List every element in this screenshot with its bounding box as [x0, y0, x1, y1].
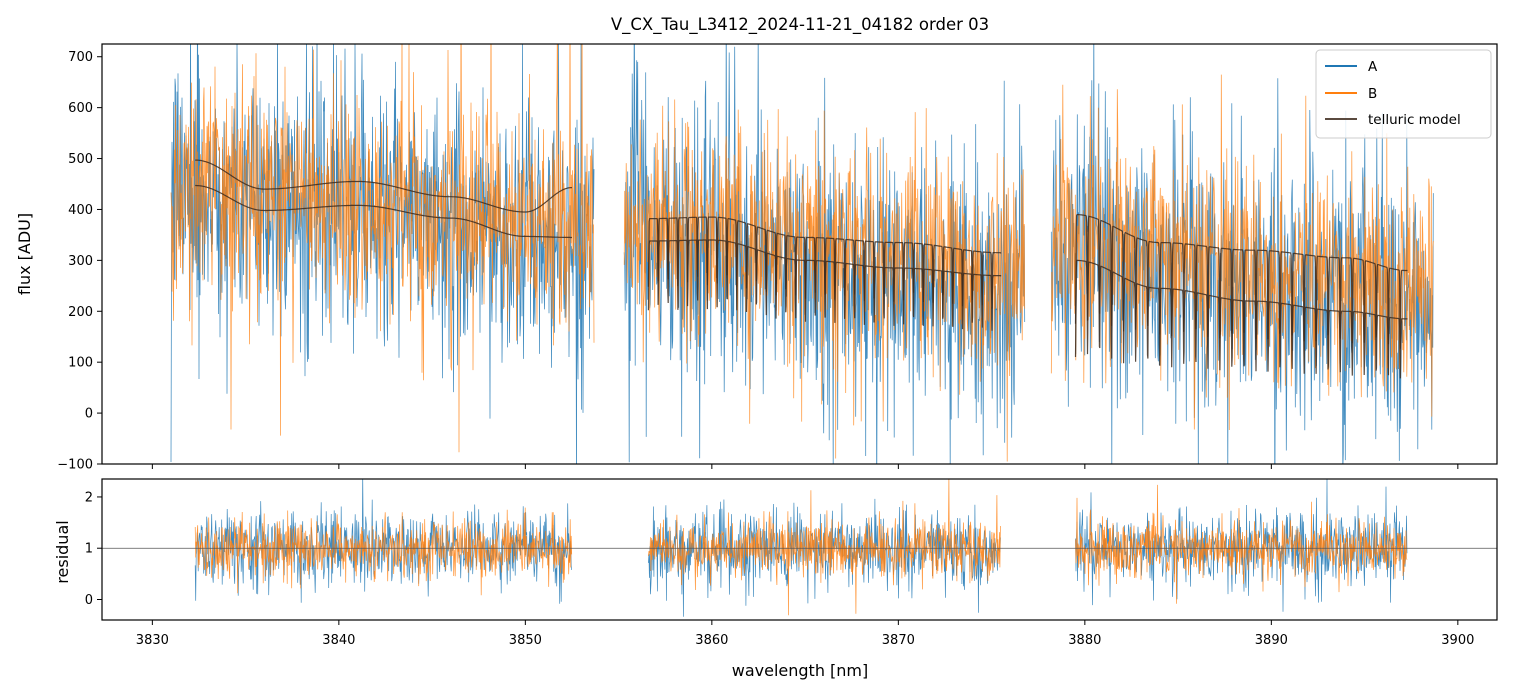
telluric-model-lower-segment-3: [1074, 259, 1408, 379]
x-axis-label: wavelength [nm]: [732, 661, 869, 680]
x-tick-label-3900: 3900: [1441, 633, 1474, 648]
legend-box: [1315, 49, 1492, 139]
legend: A B telluric model: [1315, 49, 1492, 139]
residual-panel: 0 1 2 3830 3840 3850 3860 3870 3880 3890 3900 res…: [53, 478, 1498, 680]
residual-series-b-segment-2: [648, 479, 1001, 616]
residual-ylabel: residual: [53, 520, 72, 583]
telluric-model-lower-segment-1: [195, 184, 572, 239]
flux-plot-area: [170, 44, 1434, 464]
residual-y-tick-label-1: 1: [85, 542, 93, 557]
flux-panel: −100 0 100 200 300 400 500 600 700 flux [ADU] A …: [15, 43, 1498, 473]
x-tick-label-3840: 3840: [322, 633, 355, 648]
flux-y-ticks: −100 0 100 200 300 400 500 600 700: [57, 50, 102, 473]
residual-series-a-segment-3: [1075, 479, 1408, 612]
x-tick-label-3890: 3890: [1255, 633, 1288, 648]
x-tick-label-3870: 3870: [882, 633, 915, 648]
chart-title: V_CX_Tau_L3412_2024-11-21_04182 order 03: [611, 15, 989, 35]
x-tick-label-3850: 3850: [509, 633, 542, 648]
flux-y-tick-label-600: 600: [68, 101, 93, 116]
flux-y-tick-label-400: 400: [68, 203, 93, 218]
residual-y-ticks: 0 1 2: [85, 490, 102, 608]
flux-ylabel: flux [ADU]: [15, 213, 34, 295]
flux-y-tick-label-700: 700: [68, 50, 93, 65]
residual-series-b-segment-1: [194, 507, 573, 596]
residual-y-tick-label-2: 2: [85, 490, 93, 505]
telluric-model-lower-segment-2: [647, 239, 1002, 331]
flux-series-b-segment-3: [1050, 74, 1434, 431]
x-tick-label-3830: 3830: [136, 633, 169, 648]
flux-y-tick-label-200: 200: [68, 305, 93, 320]
flux-y-tick-label-100: 100: [68, 356, 93, 371]
flux-y-tick-label--100: −100: [57, 458, 93, 473]
flux-panel-frame: [101, 43, 1498, 465]
legend-label-b: B: [1368, 86, 1377, 102]
flux-y-tick-label-300: 300: [68, 254, 93, 269]
residual-y-tick-label-0: 0: [85, 593, 93, 608]
residual-panel-frame: [101, 478, 1498, 621]
residual-x-ticks: 3830 3840 3850 3860 3870 3880 3890 3900: [136, 620, 1474, 648]
flux-y-tick-label-500: 500: [68, 152, 93, 167]
residual-plot-area: [102, 479, 1497, 617]
flux-series-b-segment-2: [623, 99, 1026, 462]
flux-x-ticks: [151, 464, 1459, 469]
x-tick-label-3880: 3880: [1068, 633, 1101, 648]
legend-label-telluric: telluric model: [1368, 112, 1461, 128]
legend-label-a: A: [1368, 59, 1378, 75]
x-tick-label-3860: 3860: [695, 633, 728, 648]
flux-y-tick-label-0: 0: [85, 407, 93, 422]
telluric-model-upper-segment-1: [195, 159, 572, 213]
